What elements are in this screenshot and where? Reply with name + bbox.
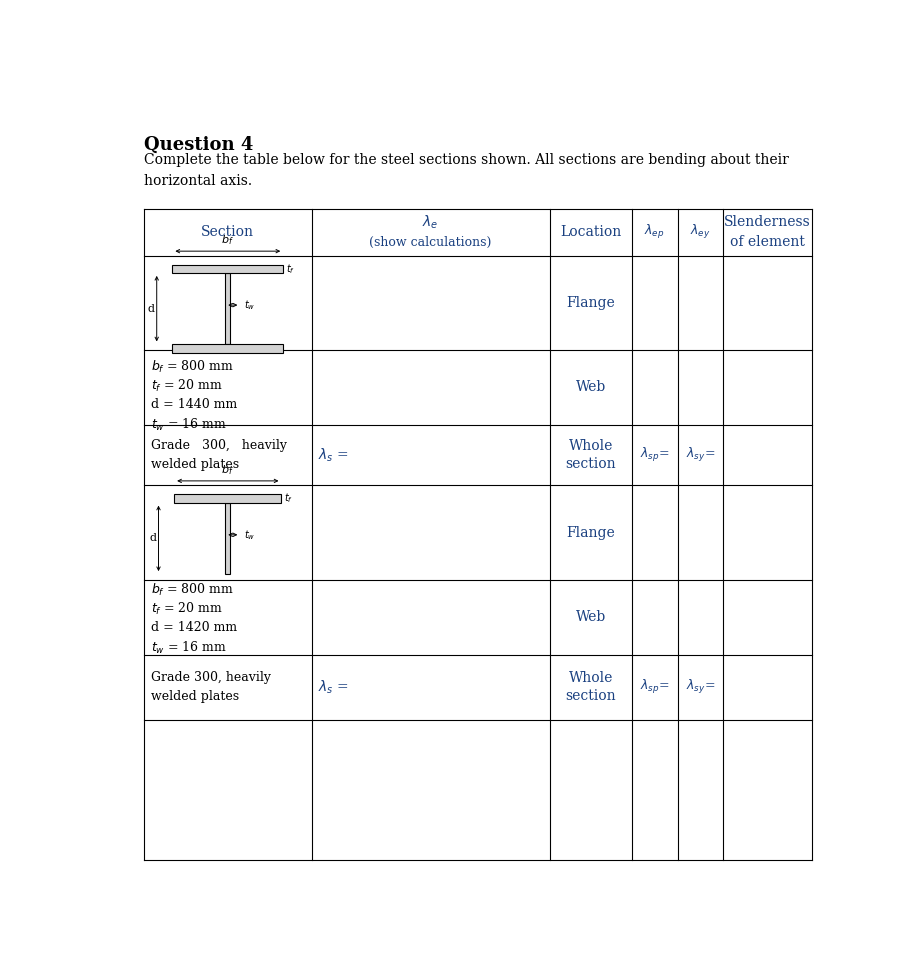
- Text: Flange: Flange: [566, 296, 615, 309]
- Text: $\lambda_{sp}$=: $\lambda_{sp}$=: [640, 446, 669, 465]
- Text: $b_f$ = 800 mm: $b_f$ = 800 mm: [151, 582, 234, 597]
- Text: $b_f$ = 800 mm: $b_f$ = 800 mm: [151, 358, 234, 375]
- Text: Whole
section: Whole section: [565, 439, 616, 471]
- FancyBboxPatch shape: [172, 264, 283, 273]
- Text: $\lambda_{ep}$: $\lambda_{ep}$: [644, 224, 665, 241]
- Text: $t_w$ = 16 mm: $t_w$ = 16 mm: [151, 640, 227, 656]
- Text: d = 1440 mm: d = 1440 mm: [151, 397, 237, 411]
- Text: $\lambda_s$ =: $\lambda_s$ =: [317, 446, 349, 464]
- FancyBboxPatch shape: [172, 345, 283, 352]
- Text: $t_f$ = 20 mm: $t_f$ = 20 mm: [151, 378, 223, 394]
- Text: Web: Web: [575, 381, 606, 394]
- Text: Slenderness: Slenderness: [724, 216, 811, 229]
- Text: welded plates: welded plates: [151, 690, 239, 703]
- Text: $\lambda_{sy}$=: $\lambda_{sy}$=: [686, 678, 715, 696]
- Text: $\lambda_{sy}$=: $\lambda_{sy}$=: [686, 446, 715, 465]
- Text: $t_w$: $t_w$: [244, 299, 255, 312]
- Text: $b_f$: $b_f$: [221, 233, 234, 247]
- Text: (show calculations): (show calculations): [370, 235, 491, 249]
- Text: $t_w$: $t_w$: [244, 528, 255, 542]
- Text: d: d: [148, 304, 155, 313]
- Text: $t_w$ = 16 mm: $t_w$ = 16 mm: [151, 418, 227, 433]
- Text: $\lambda_s$ =: $\lambda_s$ =: [317, 678, 349, 696]
- Text: Location: Location: [560, 225, 621, 239]
- FancyBboxPatch shape: [174, 495, 281, 503]
- Text: Section: Section: [201, 225, 254, 239]
- Text: of element: of element: [730, 235, 805, 249]
- Text: $\lambda_{sp}$=: $\lambda_{sp}$=: [640, 678, 669, 696]
- Text: Complete the table below for the steel sections shown. All sections are bending : Complete the table below for the steel s…: [144, 153, 788, 187]
- Text: $t_f$: $t_f$: [286, 262, 295, 275]
- FancyBboxPatch shape: [225, 273, 230, 345]
- Text: $t_f$ = 20 mm: $t_f$ = 20 mm: [151, 601, 223, 617]
- Text: Whole
section: Whole section: [565, 671, 616, 704]
- Text: welded plates: welded plates: [151, 458, 239, 470]
- Text: $b_f$: $b_f$: [221, 464, 234, 477]
- Text: d: d: [149, 534, 157, 544]
- Text: Question 4: Question 4: [144, 136, 254, 154]
- Text: Grade   300,   heavily: Grade 300, heavily: [151, 439, 287, 452]
- Text: $\lambda_e$: $\lambda_e$: [422, 214, 439, 231]
- Text: Grade 300, heavily: Grade 300, heavily: [151, 671, 271, 684]
- Text: Flange: Flange: [566, 526, 615, 540]
- Text: d = 1420 mm: d = 1420 mm: [151, 621, 237, 633]
- Text: Web: Web: [575, 610, 606, 625]
- FancyBboxPatch shape: [225, 503, 230, 574]
- Text: $t_f$: $t_f$: [284, 492, 293, 506]
- Text: $\lambda_{ey}$: $\lambda_{ey}$: [690, 224, 711, 241]
